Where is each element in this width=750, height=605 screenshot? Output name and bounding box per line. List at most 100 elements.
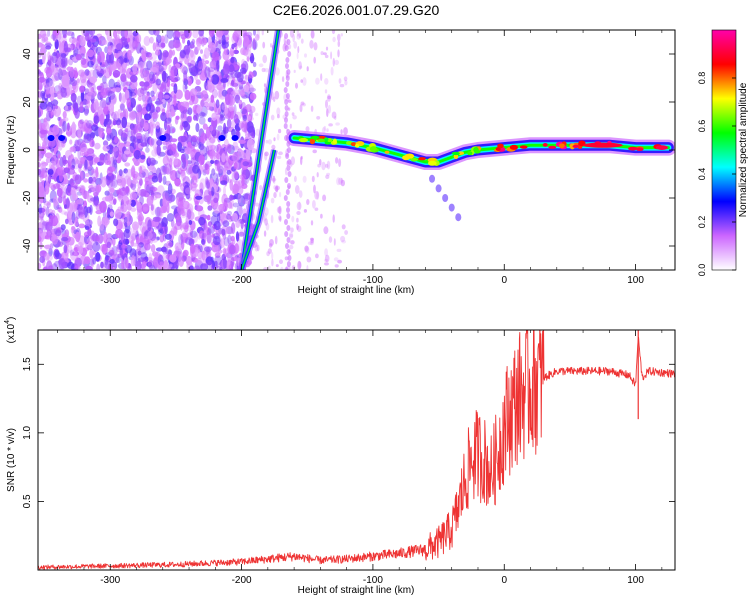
heatmap-cell [180,112,188,123]
heatmap-cell [337,259,342,264]
heatmap-cell [88,187,97,193]
heatmap-cell [229,244,236,255]
heatmap-cell [64,104,69,111]
heatmap-cell [145,52,152,58]
heatmap-cell [201,250,206,261]
heatmap-cell [70,187,76,195]
heatmap-cell [83,236,88,245]
heatmap-cell [195,79,201,86]
heatmap-cell [69,178,74,188]
heatmap-cell [267,139,272,145]
heatmap-cell [177,141,183,152]
heatmap-cell [128,40,136,48]
heatmap-cell [184,147,192,155]
heatmap-cell [140,142,148,147]
heatmap-cell [183,122,191,132]
heatmap-cell [217,125,223,132]
heatmap-cell [139,68,146,78]
heatmap-cell [224,248,229,258]
heatmap-cell [149,194,158,201]
heatmap-cell [116,30,121,35]
heatmap-cell [147,231,153,240]
heatmap-cell [67,245,73,253]
heatmap-cell [325,174,330,179]
heatmap-cell [188,257,192,267]
heatmap-cell [230,256,235,268]
heatmap-cell [226,169,232,175]
ridge-hotspot [569,143,575,150]
heatmap-cell [231,43,235,50]
heatmap-cell [261,67,266,73]
heatmap-cell [72,156,79,165]
heatmap-cell [241,101,246,112]
heatmap-cell [131,242,139,247]
heatmap-cell [336,177,341,186]
heatmap-cell [114,36,120,42]
heatmap-cell [177,204,185,215]
heatmap-cell [199,182,204,194]
heatmap-cell [133,149,141,160]
heatmap-cell [327,95,332,100]
heatmap-cell [231,34,237,44]
heatmap-cell [229,194,234,201]
heatmap-cell [191,175,198,186]
heatmap-cell [77,119,84,129]
heatmap-cell [126,97,131,108]
heatmap-cell [233,114,239,124]
heatmap-cell [284,117,288,123]
heatmap-cell [206,169,210,175]
heatmap-cell [334,264,339,268]
heatmap-cell [54,104,58,110]
heatmap-cell [157,223,162,233]
heatmap-cell [119,93,126,104]
heatmap-cell [151,111,159,120]
heatmap-cell [138,216,143,226]
heatmap-cell [51,263,58,270]
heatmap-cell [278,151,283,156]
snr-x-axis-label: Height of straight line (km) [298,585,415,596]
heatmap-cell [283,87,288,93]
heatmap-cell [149,186,158,192]
heatmap-cell [184,89,191,101]
heatmap-cell [129,248,137,258]
heatmap-cell [230,79,235,86]
heatmap-cell [57,68,63,81]
heatmap-cell [276,107,281,116]
heatmap-cell [126,135,132,146]
heatmap-cell [47,51,51,60]
heatmap-cell [147,219,152,232]
ridge-hotspot [428,160,437,166]
heatmap-cell [87,228,92,237]
heatmap-cell [216,60,220,72]
heatmap-cell [166,30,174,39]
heatmap-cell [296,30,300,37]
heatmap-cell [224,93,231,106]
spectrogram-ridge [238,30,675,270]
ridge-hotspot [404,153,415,159]
heatmap-cell [64,204,67,209]
heatmap-cell [340,235,346,243]
heatmap-cell [109,156,116,169]
heatmap-cell [274,90,280,100]
heatmap-cell [38,162,41,168]
heatmap-cell [132,64,138,75]
heatmap-cell [331,30,336,35]
heatmap-cell [136,187,141,197]
heatmap-cell [154,194,162,199]
y-tick-label: 0 [22,147,33,153]
heatmap-cell [252,37,256,49]
heatmap-cell [156,144,161,156]
heatmap-cell [89,30,96,36]
heatmap-cell [139,178,143,186]
heatmap-cell [241,176,245,187]
ridge-hotspot [309,138,316,145]
heatmap-cell [231,128,236,137]
heatmap-cell [215,35,223,41]
heatmap-cell [298,32,301,38]
heatmap-cell [275,67,280,76]
heatmap-cell [46,110,52,122]
heatmap-cell [79,119,84,125]
heatmap-cell [143,134,147,144]
heatmap-cell [332,57,335,67]
